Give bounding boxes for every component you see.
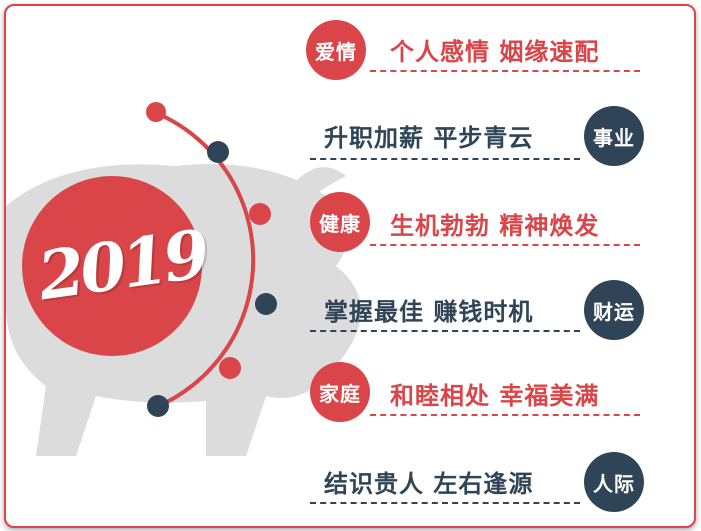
timeline-dot xyxy=(146,102,166,122)
item-text-health: 生机勃勃 精神焕发 xyxy=(390,212,600,240)
year-circle xyxy=(22,176,202,356)
item-text-wealth: 掌握最佳 赚钱时机 xyxy=(324,298,534,326)
timeline-arc xyxy=(146,102,277,417)
badge-love: 爱情 xyxy=(306,20,366,80)
item-text-career: 升职加薪 平步青云 xyxy=(324,124,534,152)
badge-relations: 人际 xyxy=(584,452,644,512)
fortune-card: 2019 爱情 个人感情 姻缘速配 升职加薪 平步青云 事业 健康 生机勃勃 精… xyxy=(4,4,696,528)
badge-family: 家庭 xyxy=(310,362,370,422)
item-text-love: 个人感情 姻缘速配 xyxy=(390,38,600,66)
timeline-dot xyxy=(207,141,229,163)
badge-career: 事业 xyxy=(584,106,644,166)
badge-health: 健康 xyxy=(310,192,370,252)
timeline-dot xyxy=(255,293,277,315)
divider xyxy=(310,330,580,332)
timeline-dot xyxy=(147,395,169,417)
divider xyxy=(370,414,640,416)
divider xyxy=(370,70,640,72)
timeline-dot xyxy=(249,203,271,225)
divider xyxy=(370,244,640,246)
divider xyxy=(310,502,580,504)
timeline-dot xyxy=(219,357,241,379)
badge-wealth: 财运 xyxy=(584,280,644,340)
divider xyxy=(310,158,580,160)
item-text-family: 和睦相处 幸福美满 xyxy=(390,382,600,410)
item-text-relations: 结识贵人 左右逢源 xyxy=(324,470,534,498)
